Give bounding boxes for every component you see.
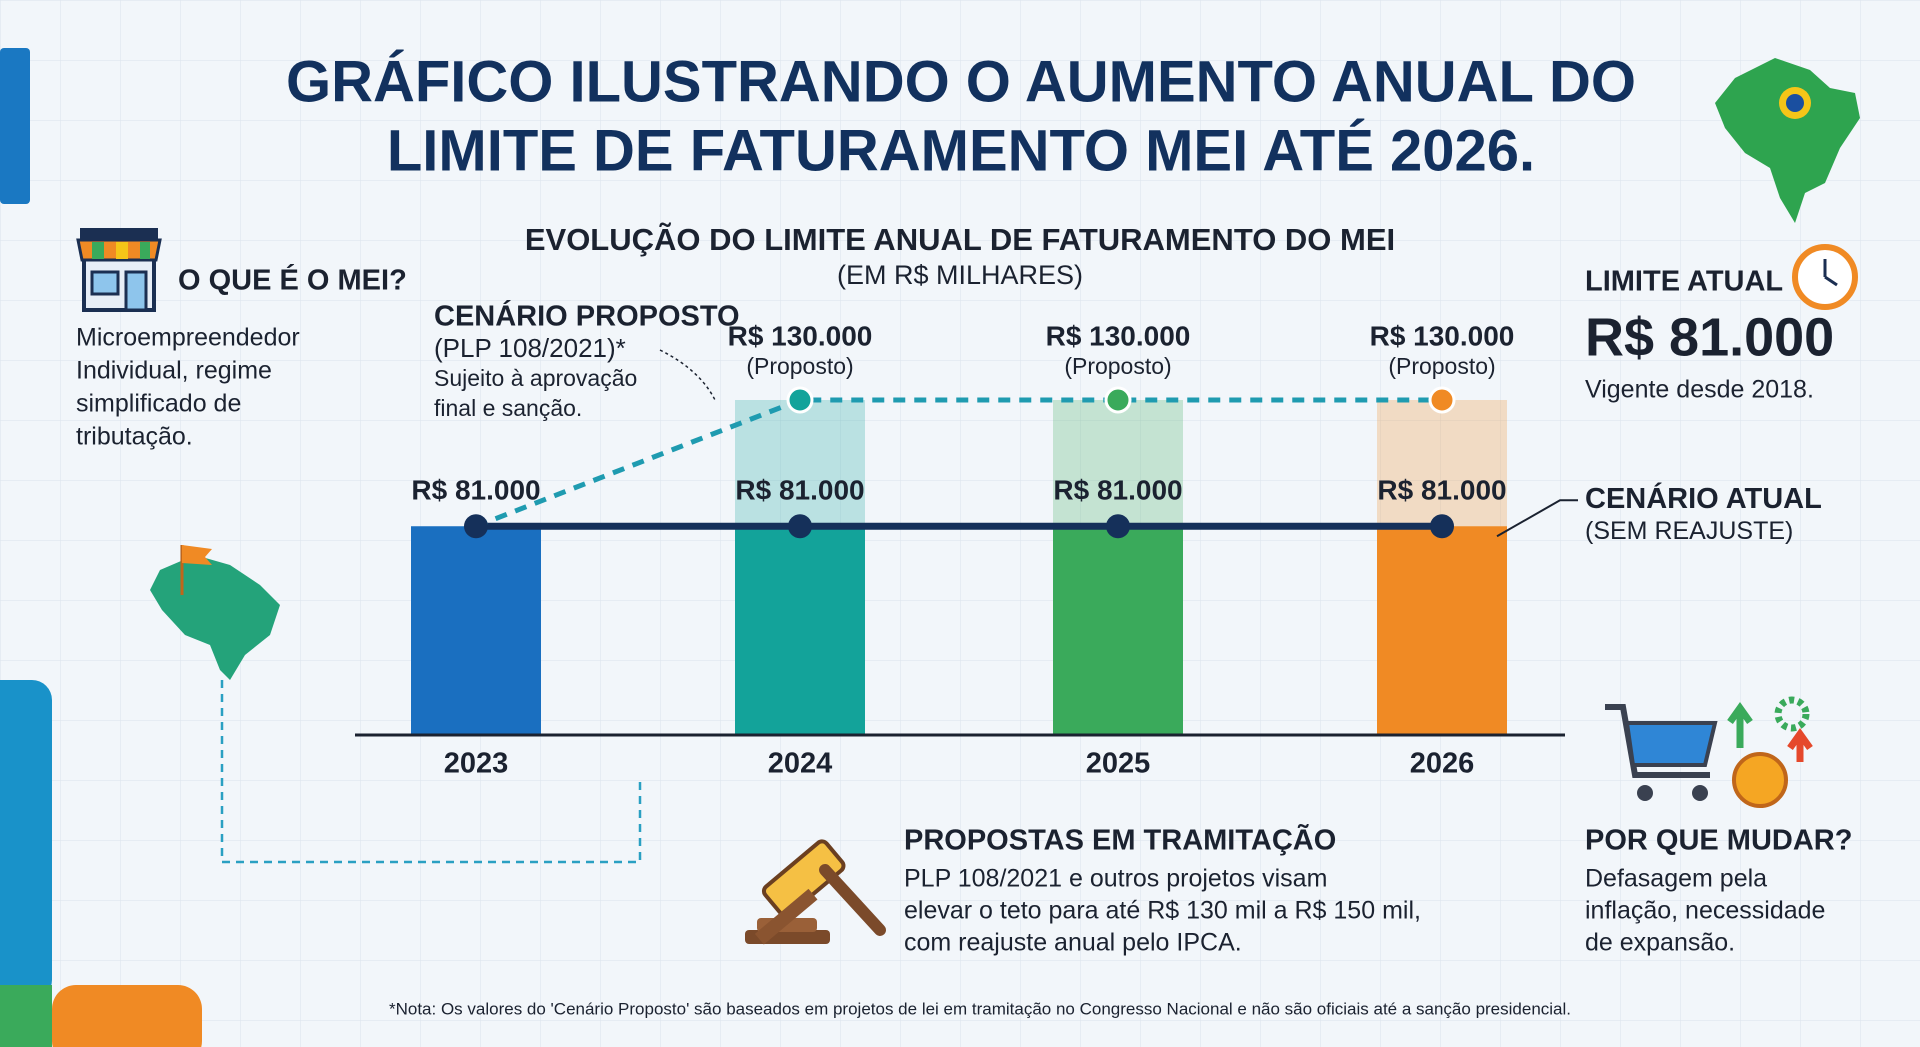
section-heading: POR QUE MUDAR? (1585, 825, 1852, 857)
gavel-icon (745, 839, 886, 945)
brazil-map-icon (1715, 58, 1860, 223)
footnote: *Nota: Os valores do 'Cenário Proposto' … (389, 999, 1571, 1018)
value-label: R$ 130.000 (1046, 320, 1191, 351)
paragraph-line: Microempreendedor (76, 324, 300, 352)
side-accent (0, 48, 30, 204)
value-note: (Proposto) (1064, 353, 1171, 379)
money-growth-icon (1727, 696, 1813, 808)
cart-icon (1605, 704, 1718, 801)
proposed-point (786, 386, 814, 414)
x-tick-label: 2024 (768, 748, 833, 780)
legend-label: CENÁRIO ATUAL (1585, 481, 1822, 515)
paragraph-line: Defasagem pela (1585, 865, 1767, 893)
paragraph-line: PLP 108/2021 e outros projetos visam (904, 865, 1327, 893)
value-label: R$ 130.000 (728, 320, 873, 351)
paragraph-line: com reajuste anual pelo IPCA. (904, 929, 1242, 957)
paragraph-line: elevar o teto para até R$ 130 mil a R$ 1… (904, 897, 1421, 925)
value-label: R$ 81.000 (411, 475, 540, 506)
paragraph-line: de expansão. (1585, 929, 1735, 957)
legend-detail: Sujeito à aprovação (434, 365, 637, 391)
bar (411, 526, 541, 735)
current-point (1430, 514, 1454, 539)
paragraph-line: Individual, regime (76, 357, 272, 385)
side-accent (52, 985, 202, 1047)
section-heading: LIMITE ATUAL (1585, 266, 1783, 298)
paragraph-line: tributação. (76, 423, 193, 451)
page-title: GRÁFICO ILUSTRANDO O AUMENTO ANUAL DO (286, 49, 1636, 114)
proposed-point (1104, 386, 1132, 414)
paragraph-line: inflação, necessidade (1585, 897, 1825, 925)
value-label: R$ 81.000 (1053, 475, 1182, 506)
page-title: LIMITE DE FATURAMENTO MEI ATÉ 2026. (387, 118, 1535, 183)
side-accent (0, 680, 52, 1000)
decorative-connector (220, 680, 642, 864)
side-accent (0, 985, 52, 1047)
bar (735, 526, 865, 735)
paragraph-line: simplificado de (76, 390, 241, 418)
brazil-map-icon (150, 545, 280, 680)
x-tick-label: 2026 (1410, 748, 1475, 780)
bar (1377, 526, 1507, 735)
legend-label: CENÁRIO PROPOSTO (434, 299, 740, 333)
x-tick-label: 2023 (444, 748, 509, 780)
legend-detail: (PLP 108/2021)* (434, 333, 626, 363)
chart-subtitle: (EM R$ MILHARES) (837, 260, 1083, 290)
store-icon (76, 228, 162, 312)
current-point (1106, 514, 1130, 539)
proposed-point (1428, 386, 1456, 414)
legend-connector (1496, 499, 1578, 538)
legend-detail: (SEM REAJUSTE) (1585, 517, 1793, 545)
value-label: R$ 81.000 (735, 475, 864, 506)
value-label: R$ 130.000 (1370, 320, 1515, 351)
current-point (464, 514, 488, 539)
current-limit-value: R$ 81.000 (1585, 307, 1834, 367)
chart-title: EVOLUÇÃO DO LIMITE ANUAL DE FATURAMENTO … (525, 222, 1395, 257)
value-note: (Proposto) (746, 353, 853, 379)
value-label: R$ 81.000 (1377, 475, 1506, 506)
annotation-connector (659, 349, 716, 401)
current-point (788, 514, 812, 539)
proposed-line (475, 397, 1442, 529)
clock-icon (1792, 244, 1858, 310)
current-limit-note: Vigente desde 2018. (1585, 376, 1814, 404)
bar (1053, 526, 1183, 735)
section-heading: PROPOSTAS EM TRAMITAÇÃO (904, 823, 1336, 857)
legend-detail: final e sanção. (434, 395, 582, 421)
value-note: (Proposto) (1388, 353, 1495, 379)
section-heading: O QUE É O MEI? (178, 263, 407, 297)
x-tick-label: 2025 (1086, 748, 1151, 780)
